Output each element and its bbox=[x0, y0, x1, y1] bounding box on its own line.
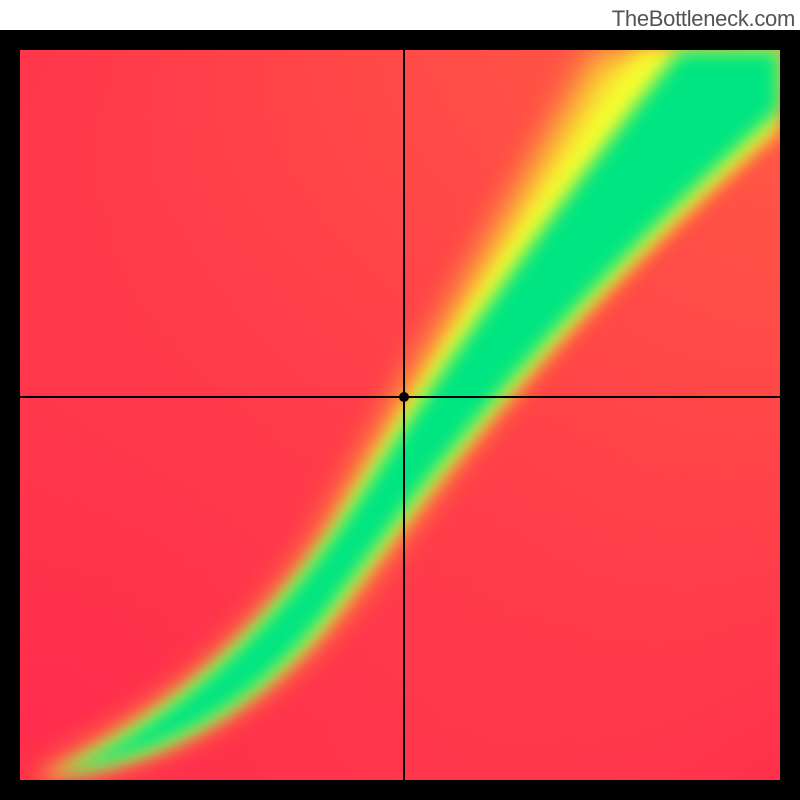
crosshair-vertical bbox=[403, 50, 405, 780]
optimal-band-curve bbox=[20, 50, 780, 780]
heatmap-plot-area bbox=[20, 50, 780, 780]
watermark-text: TheBottleneck.com bbox=[612, 6, 795, 32]
crosshair-point bbox=[399, 392, 409, 402]
